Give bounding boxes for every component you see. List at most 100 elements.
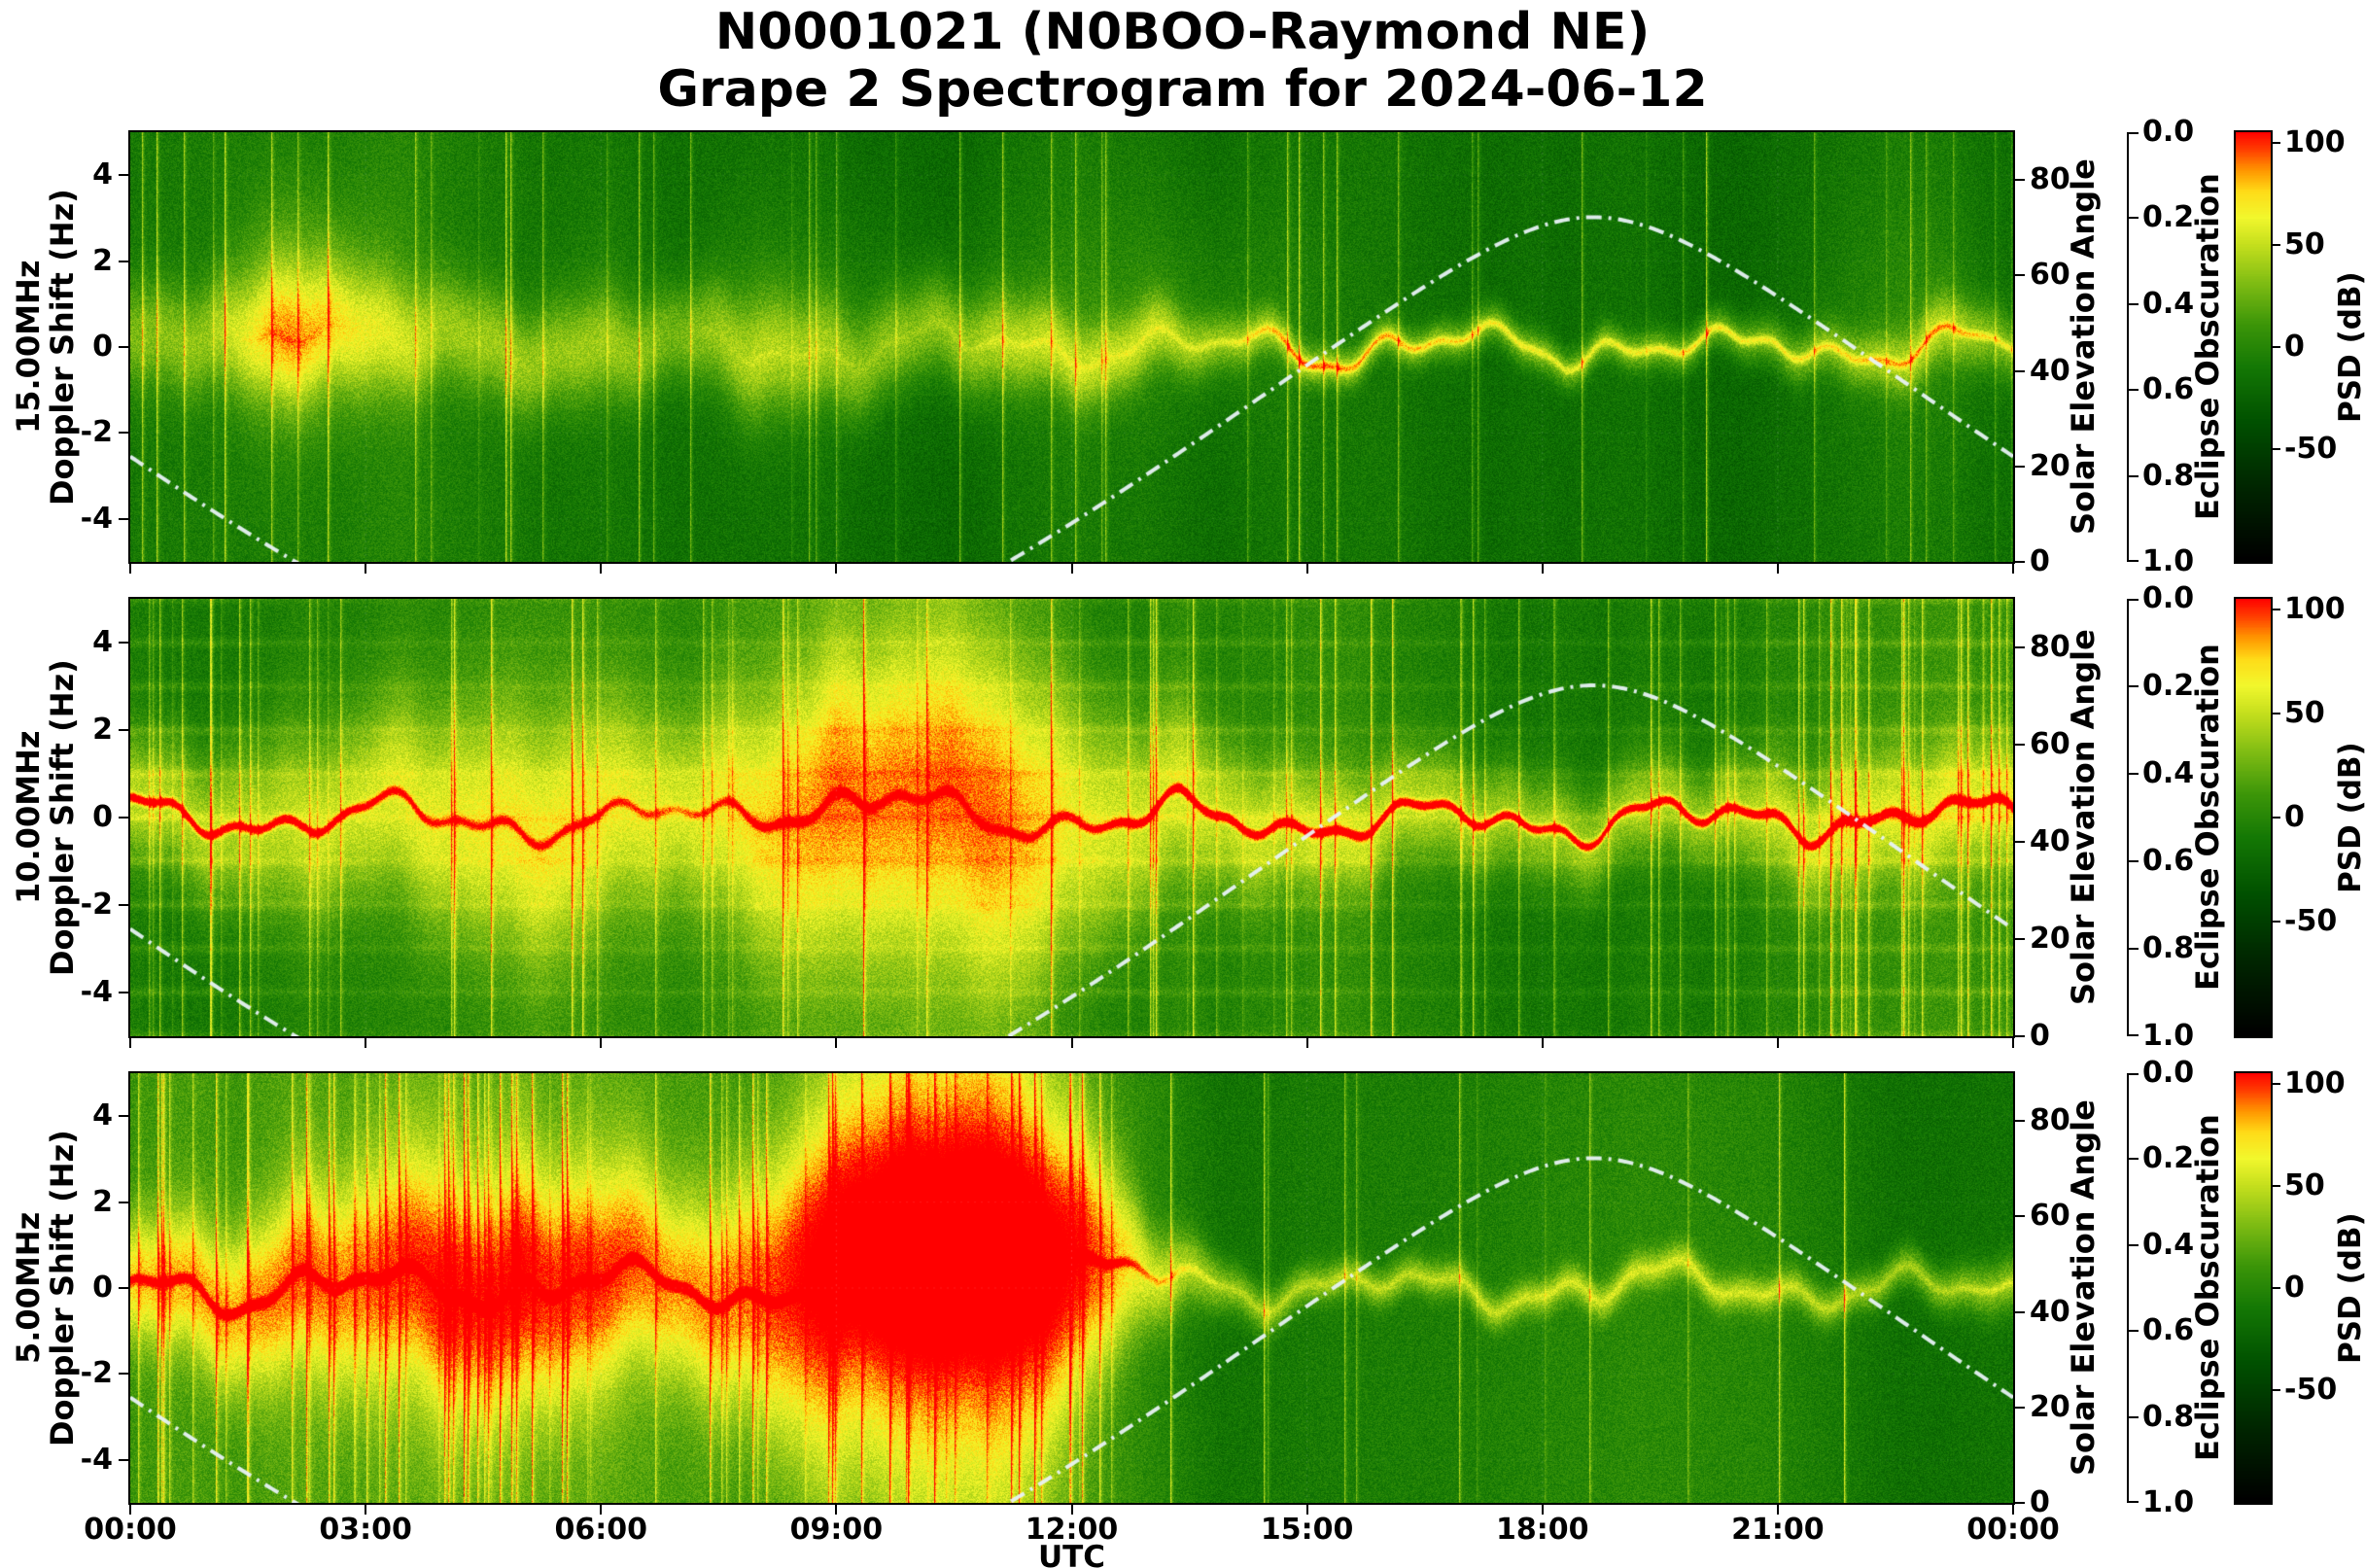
eclipse-tick-mark [2129,560,2139,562]
colorbar-tick-mark [2271,448,2280,451]
x-tick-mark [835,1505,838,1515]
x-tick-mark [600,1038,603,1048]
doppler-tick-mark [119,174,130,177]
eclipse-tick-label: 0.0 [2142,581,2195,615]
eclipse-tick-mark [2129,1034,2139,1036]
eclipse-obscuration-axis-label: Eclipse Obscuration [2189,173,2226,521]
x-tick-mark [835,1038,838,1048]
colorbar-tick-label: 100 [2284,1065,2346,1100]
solar-tick-mark [2013,369,2025,372]
x-tick-mark [1776,1038,1779,1048]
eclipse-tick-mark [2129,1243,2139,1246]
colorbar-tick-mark [2271,712,2280,714]
x-tick-label: 21:00 [1731,1513,1825,1547]
x-tick-mark [1776,564,1779,574]
doppler-tick-label: -4 [80,1442,113,1477]
solar-tick-label: 0 [2030,1019,2050,1053]
eclipse-tick-label: 0.2 [2142,1141,2195,1176]
eclipse-tick-mark [2129,132,2139,134]
solar-tick-mark [2013,1035,2025,1037]
x-tick-mark [1305,564,1308,574]
doppler-tick-mark [119,1115,130,1118]
x-tick-mark [1070,1505,1073,1515]
eclipse-tick-label: 0.2 [2142,200,2195,235]
doppler-tick-mark [119,260,130,262]
x-tick-mark [1070,564,1073,574]
x-tick-mark [2012,1505,2014,1515]
frequency-label: 5.00MHz [10,1211,47,1365]
colorbar-tick-mark [2271,1082,2280,1085]
colorbar-tick-label: 0 [2284,330,2305,364]
eclipse-tick-label: 0.6 [2142,844,2195,878]
eclipse-tick-mark [2129,685,2139,687]
eclipse-tick-mark [2129,1501,2139,1503]
eclipse-tick-label: 1.0 [2142,1019,2195,1053]
colorbar-tick-label: -50 [2284,432,2338,467]
doppler-tick-mark [119,642,130,644]
solar-tick-label: 0 [2030,1485,2050,1519]
doppler-tick-mark [119,1373,130,1376]
doppler-tick-label: 0 [92,330,113,364]
colorbar-tick-label: 100 [2284,124,2346,159]
solar-tick-label: 40 [2030,824,2070,858]
spectrogram-canvas-5mhz [128,1071,2015,1505]
doppler-tick-label: 2 [92,243,113,278]
x-tick-label: 06:00 [554,1513,648,1547]
eclipse-tick-label: 0.8 [2142,1399,2195,1434]
eclipse-tick-label: 0.0 [2142,1056,2195,1090]
solar-tick-label: 80 [2030,630,2070,664]
chart-title-line1: N0001021 (N0BOO-Raymond NE) [714,3,1651,61]
colorbar-tick-mark [2271,141,2280,144]
eclipse-tick-mark [2129,773,2139,775]
solar-tick-mark [2013,561,2025,563]
solar-elevation-axis-label: Solar Elevation Angle [2065,158,2102,536]
eclipse-tick-mark [2129,474,2139,477]
x-tick-label: 15:00 [1260,1513,1354,1547]
colorbar-tick-label: 0 [2284,1271,2305,1305]
eclipse-tick-mark [2129,1330,2139,1333]
spectrogram-canvas-15mhz [128,130,2015,564]
panel-5mhz: 5.00MHz Doppler Shift (Hz) Solar Elevati… [0,1058,2365,1546]
solar-tick-mark [2013,1215,2025,1218]
chart-title-line2: Grape 2 Spectrogram for 2024-06-12 [657,60,1708,119]
doppler-tick-label: -2 [80,888,113,922]
x-tick-mark [1776,1505,1779,1515]
eclipse-tick-mark [2129,860,2139,862]
eclipse-tick-label: 1.0 [2142,1485,2195,1519]
solar-tick-mark [2013,179,2025,182]
x-tick-label: 18:00 [1496,1513,1589,1547]
eclipse-obscuration-axis-label: Eclipse Obscuration [2189,644,2226,992]
doppler-tick-label: 0 [92,800,113,834]
colorbar-tick-mark [2271,243,2280,246]
eclipse-tick-label: 0.2 [2142,669,2195,703]
eclipse-tick-label: 0.6 [2142,1313,2195,1348]
x-tick-mark [1541,564,1544,574]
eclipse-tick-label: 0.4 [2142,756,2195,790]
frequency-label: 15.00MHz [10,260,47,435]
doppler-tick-label: -4 [80,501,113,536]
doppler-tick-label: -2 [80,1356,113,1391]
x-tick-mark [365,1505,367,1515]
doppler-tick-label: 0 [92,1271,113,1305]
x-tick-mark [2012,564,2014,574]
doppler-tick-label: 4 [92,625,113,659]
eclipse-tick-label: 0.6 [2142,372,2195,407]
x-tick-mark [1305,1038,1308,1048]
solar-tick-label: 40 [2030,1294,2070,1329]
x-tick-mark [600,564,603,574]
doppler-tick-label: -4 [80,975,113,1009]
x-tick-mark [600,1505,603,1515]
eclipse-axis-spine [2127,1073,2129,1503]
solar-tick-mark [2013,1406,2025,1409]
eclipse-tick-mark [2129,599,2139,601]
x-tick-label: 00:00 [84,1513,177,1547]
eclipse-tick-label: 0.4 [2142,286,2195,321]
solar-tick-label: 20 [2030,1389,2070,1424]
colorbar-tick-label: 50 [2284,695,2325,730]
doppler-tick-mark [119,1201,130,1203]
solar-tick-label: 20 [2030,448,2070,483]
frequency-label: 10.00MHz [10,730,47,905]
doppler-tick-mark [119,904,130,906]
x-tick-label: 09:00 [789,1513,884,1547]
